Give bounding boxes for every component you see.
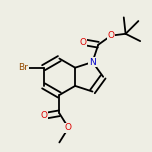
Text: O: O [65,123,72,132]
Text: Br: Br [19,63,28,72]
Text: N: N [89,58,96,67]
Text: O: O [79,38,86,47]
Text: O: O [107,31,114,40]
Text: O: O [40,111,47,121]
